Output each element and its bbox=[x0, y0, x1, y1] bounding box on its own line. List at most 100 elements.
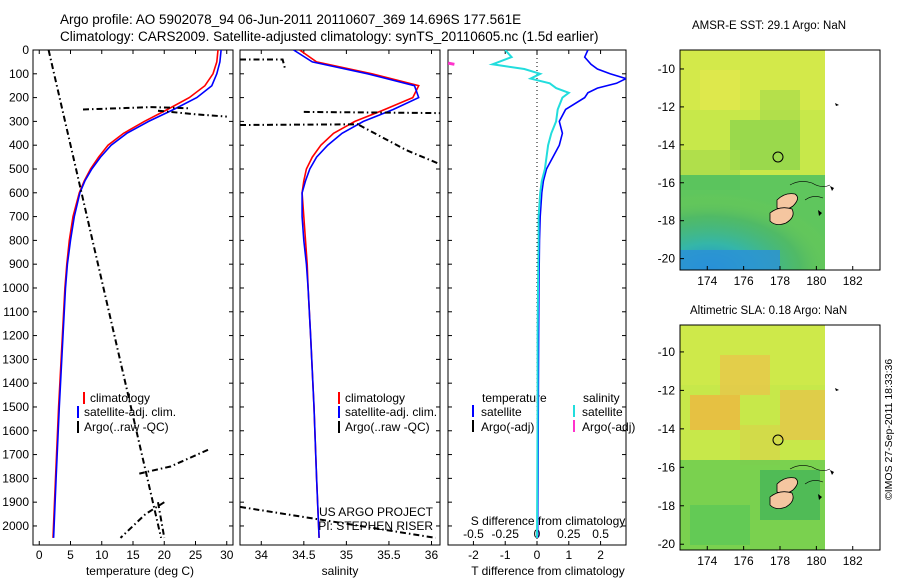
argo-profile-segment bbox=[240, 123, 360, 126]
legend-label-argo: Argo(..raw -QC) bbox=[84, 420, 169, 434]
x-tick-label: 35.5 bbox=[377, 548, 401, 562]
x-tick-label: 0 bbox=[36, 548, 43, 562]
argo-profile-segment bbox=[157, 502, 166, 539]
sla-map bbox=[679, 324, 881, 551]
salinity-legend: climatology satellite-adj. clim. Argo(..… bbox=[338, 391, 437, 434]
salinity-argo-adj--line bbox=[448, 61, 455, 66]
salinity-panel bbox=[239, 49, 441, 546]
depth-tick-label: 600 bbox=[9, 186, 29, 200]
x-tick-label: 30 bbox=[220, 548, 234, 562]
x-tick-label: 2 bbox=[597, 548, 604, 562]
top-x-tick-label: 0.25 bbox=[557, 527, 581, 541]
argo-position-marker bbox=[772, 434, 784, 446]
x-tick-label: 5 bbox=[67, 548, 74, 562]
legend-heading-salinity: salinity bbox=[583, 391, 620, 405]
argo-position-marker bbox=[772, 151, 784, 163]
x-tick-label: 10 bbox=[95, 548, 109, 562]
depth-tick-label: 1700 bbox=[2, 448, 29, 462]
map-y-tick-label: -10 bbox=[658, 62, 676, 76]
x-tick-label: -1 bbox=[500, 548, 511, 562]
depth-tick-label: 1200 bbox=[2, 329, 29, 343]
legend-label-argo: Argo(..raw -QC) bbox=[345, 420, 430, 434]
difference-xlabel-top: S difference from climatology bbox=[471, 514, 626, 528]
map-y-tick-label: -18 bbox=[658, 214, 676, 228]
argo-profile-segment bbox=[119, 501, 165, 539]
depth-tick-label: 900 bbox=[9, 257, 29, 271]
map-x-tick-label: 174 bbox=[697, 274, 717, 288]
map-y-tick-label: -20 bbox=[658, 252, 676, 266]
depth-tick-label: 2000 bbox=[2, 519, 29, 533]
argo-profile-segment bbox=[47, 50, 163, 539]
legend-label-s-satellite: satellite bbox=[582, 405, 623, 419]
depth-tick-label: 300 bbox=[9, 114, 29, 128]
sla-map-title: Altimetric SLA: 0.18 Argo: NaN bbox=[690, 305, 848, 317]
map-x-tick-label: 182 bbox=[843, 554, 863, 568]
map-x-tick-label: 174 bbox=[697, 554, 717, 568]
sst-map bbox=[679, 49, 881, 271]
x-tick-label: 0 bbox=[534, 548, 541, 562]
legend-heading-temperature: temperature bbox=[482, 391, 547, 405]
legend-label-s-argo: Argo(-adj) bbox=[582, 420, 635, 434]
map-x-tick-label: 180 bbox=[806, 274, 826, 288]
map-y-tick-label: -10 bbox=[658, 345, 676, 359]
depth-tick-label: 1300 bbox=[2, 352, 29, 366]
map-y-tick-label: -18 bbox=[658, 499, 676, 513]
x-tick-label: 34 bbox=[255, 548, 269, 562]
depth-tick-label: 1500 bbox=[2, 400, 29, 414]
x-tick-label: 36 bbox=[425, 548, 439, 562]
legend-label-climatology: climatology bbox=[90, 391, 150, 405]
legend-label-satellite: satellite-adj. clim. bbox=[345, 405, 437, 419]
map-y-tick-label: -16 bbox=[658, 176, 676, 190]
map-y-tick-label: -12 bbox=[658, 383, 676, 397]
x-tick-label: 15 bbox=[126, 548, 140, 562]
argo-profile-segment bbox=[358, 124, 440, 166]
map-x-tick-label: 178 bbox=[770, 274, 790, 288]
map-y-tick-label: -12 bbox=[658, 100, 676, 114]
map-y-tick-label: -14 bbox=[658, 138, 676, 152]
depth-tick-label: 400 bbox=[9, 138, 29, 152]
map-y-tick-label: -16 bbox=[658, 460, 676, 474]
depth-tick-label: 1100 bbox=[3, 305, 29, 319]
depth-tick-label: 0 bbox=[22, 43, 29, 57]
argo-profile-segment bbox=[303, 110, 440, 115]
map-x-tick-label: 180 bbox=[806, 554, 826, 568]
temperature-legend: climatology satellite-adj. clim. Argo(..… bbox=[77, 391, 176, 434]
figure-title-line1: Argo profile: AO 5902078_94 06-Jun-2011 … bbox=[60, 12, 522, 27]
argo-profile-segment bbox=[240, 58, 287, 70]
legend-label-climatology: climatology bbox=[345, 391, 405, 405]
depth-tick-label: 800 bbox=[9, 233, 29, 247]
depth-tick-label: 1600 bbox=[2, 424, 29, 438]
x-tick-label: 20 bbox=[158, 548, 172, 562]
difference-xlabel: T difference from climatology bbox=[471, 564, 625, 578]
temperature-xlabel: temperature (deg C) bbox=[86, 564, 194, 578]
argo-profile-segment bbox=[157, 109, 227, 118]
map-y-tick-label: -14 bbox=[658, 422, 676, 436]
map-x-tick-label: 176 bbox=[734, 554, 754, 568]
pi-annotation: PI: STEPHEN RISER bbox=[318, 519, 433, 533]
x-tick-label: 1 bbox=[565, 548, 572, 562]
depth-tick-label: 1900 bbox=[2, 495, 29, 509]
depth-tick-label: 700 bbox=[9, 210, 29, 224]
sst-map-title: AMSR-E SST: 29.1 Argo: NaN bbox=[692, 20, 847, 32]
legend-label-satellite: satellite-adj. clim. bbox=[84, 405, 176, 419]
legend-label-t-satellite: satellite bbox=[481, 405, 522, 419]
temperature-panel bbox=[32, 49, 234, 546]
map-y-tick-label: -20 bbox=[658, 537, 676, 551]
figure-title-line2: Climatology: CARS2009. Satellite-adjuste… bbox=[60, 29, 599, 44]
project-annotation: US ARGO PROJECT bbox=[319, 505, 434, 519]
x-tick-label: 35 bbox=[340, 548, 354, 562]
argo-profile-segment bbox=[82, 106, 190, 111]
depth-tick-label: 200 bbox=[9, 91, 29, 105]
top-x-tick-label: -0.25 bbox=[492, 527, 520, 541]
depth-tick-label: 1000 bbox=[2, 281, 29, 295]
plotted-marks: 0100200300400500600700800900100011001200… bbox=[2, 43, 863, 568]
x-tick-label: 34.5 bbox=[292, 548, 316, 562]
depth-tick-label: 100 bbox=[9, 67, 29, 81]
legend-label-t-argo: Argo(-adj) bbox=[481, 420, 534, 434]
salinity-satellite-line bbox=[488, 50, 571, 538]
argo-profile-segment bbox=[240, 505, 436, 539]
satellite-adj-clim--line bbox=[52, 50, 222, 538]
top-x-tick-label: 0.5 bbox=[592, 527, 609, 541]
depth-tick-label: 500 bbox=[9, 162, 29, 176]
top-x-tick-label: -0.5 bbox=[463, 527, 484, 541]
